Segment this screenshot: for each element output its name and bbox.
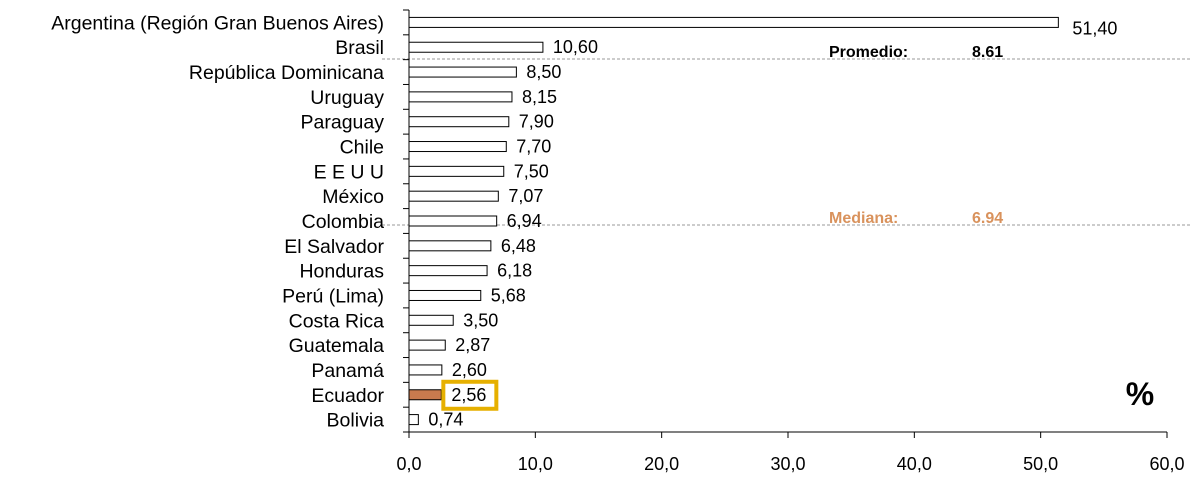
category-label: Ecuador (311, 385, 384, 407)
category-label: Argentina (Región Gran Buenos Aires) (51, 12, 384, 34)
category-label: Colombia (302, 211, 385, 233)
category-label: Guatemala (289, 335, 385, 357)
x-tick-label: 60,0 (1149, 454, 1184, 474)
category-label: Panamá (311, 360, 384, 382)
category-label: República Dominicana (189, 62, 384, 84)
x-tick-label: 20,0 (644, 454, 679, 474)
value-label: 3,50 (463, 310, 498, 330)
reference-line-value: 8.61 (972, 44, 1003, 61)
value-label: 7,90 (519, 112, 554, 132)
category-label: México (322, 186, 384, 208)
x-tick-label: 10,0 (518, 454, 553, 474)
value-label: 2,56 (451, 385, 486, 405)
category-label: E E U U (314, 161, 384, 183)
bar (408, 389, 442, 401)
value-label: 0,74 (428, 410, 463, 430)
axes: 0,0 10,0 20,0 30,0 40,0 50,0 60,0 (396, 9, 1185, 474)
value-label: 7,07 (508, 186, 543, 206)
unit-label: % (1126, 376, 1154, 412)
category-label: Bolivia (327, 410, 385, 432)
bar (408, 190, 499, 202)
category-label: Costa Rica (289, 310, 385, 332)
reference-line-value: 6.94 (972, 210, 1003, 227)
category-label: Paraguay (301, 112, 385, 134)
bar (408, 66, 517, 78)
value-label: 2,87 (455, 335, 490, 355)
value-label: 6,48 (501, 236, 536, 256)
category-label: Uruguay (310, 87, 384, 109)
bar (408, 240, 492, 252)
value-label: 8,50 (526, 62, 561, 82)
bar (408, 41, 544, 53)
value-label: 51,40 (1072, 18, 1117, 38)
value-label: 10,60 (553, 37, 598, 57)
category-label: Chile (340, 137, 384, 159)
bar (408, 364, 443, 376)
value-label: 6,94 (507, 211, 542, 231)
category-label: Honduras (299, 261, 384, 283)
reference-line-label: Promedio: (829, 44, 908, 61)
x-tick-label: 0,0 (396, 454, 421, 474)
value-label: 2,60 (452, 360, 487, 380)
bar (408, 339, 446, 351)
bar (408, 289, 482, 301)
bar (408, 414, 419, 426)
reference-lines: Promedio: 8.61 Mediana: 6.94 (382, 44, 1192, 227)
x-tick-label: 30,0 (770, 454, 805, 474)
bar (408, 215, 498, 227)
bar (408, 265, 488, 277)
bar (408, 314, 454, 326)
reference-line-label: Mediana: (829, 210, 898, 227)
category-label: El Salvador (284, 236, 384, 258)
labels: Argentina (Región Gran Buenos Aires) 51,4… (51, 12, 1117, 431)
value-label: 8,15 (522, 87, 557, 107)
x-tick-label: 50,0 (1023, 454, 1058, 474)
value-label: 5,68 (491, 285, 526, 305)
highlight-box (441, 379, 499, 411)
category-label: Brasil (335, 37, 384, 59)
bar (408, 141, 507, 153)
value-label: 7,70 (516, 137, 551, 157)
category-label: Perú (Lima) (282, 285, 384, 307)
bar (408, 165, 505, 177)
bar (408, 91, 513, 103)
bar (408, 116, 510, 128)
x-tick-label: 40,0 (897, 454, 932, 474)
value-label: 6,18 (497, 261, 532, 281)
value-label: 7,50 (514, 161, 549, 181)
bar (408, 16, 1059, 28)
